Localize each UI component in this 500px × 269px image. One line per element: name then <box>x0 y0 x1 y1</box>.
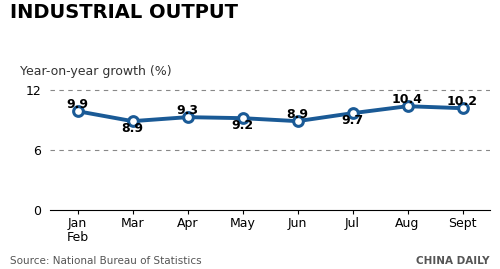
Text: Year-on-year growth (%): Year-on-year growth (%) <box>20 65 172 77</box>
Text: 10.2: 10.2 <box>447 95 478 108</box>
Text: 8.9: 8.9 <box>286 108 308 121</box>
Text: Source: National Bureau of Statistics: Source: National Bureau of Statistics <box>10 256 202 266</box>
Text: CHINA DAILY: CHINA DAILY <box>416 256 490 266</box>
Text: 9.9: 9.9 <box>66 98 88 111</box>
Text: 9.7: 9.7 <box>342 114 363 127</box>
Text: INDUSTRIAL OUTPUT: INDUSTRIAL OUTPUT <box>10 3 238 22</box>
Text: 9.3: 9.3 <box>176 104 199 117</box>
Text: 9.2: 9.2 <box>232 119 254 132</box>
Text: 8.9: 8.9 <box>122 122 144 135</box>
Text: 10.4: 10.4 <box>392 93 423 106</box>
